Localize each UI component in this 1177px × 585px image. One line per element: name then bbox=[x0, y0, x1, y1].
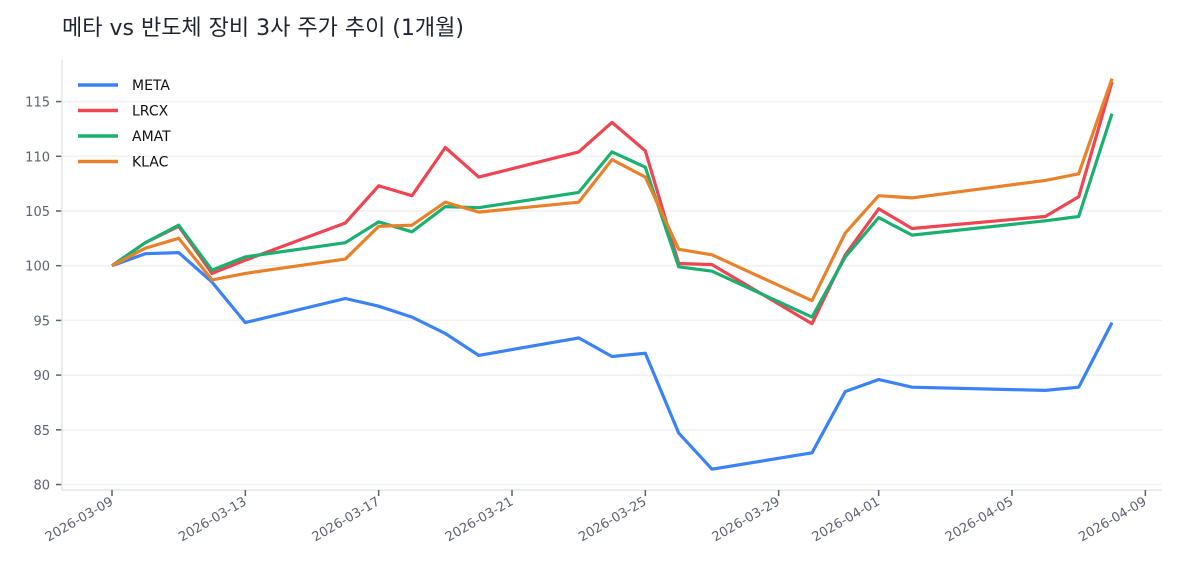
x-tick-label: 2026-04-01 bbox=[810, 494, 883, 545]
legend-label-amat: AMAT bbox=[132, 129, 171, 145]
chart-title: 메타 vs 반도체 장비 3사 주가 추이 (1개월) bbox=[62, 16, 464, 41]
y-tick-label: 95 bbox=[33, 314, 50, 329]
series-line-klac bbox=[111, 78, 1114, 303]
x-tick-label: 2026-03-13 bbox=[176, 494, 249, 545]
x-tick-label: 2026-04-05 bbox=[943, 494, 1016, 545]
y-tick-label: 85 bbox=[33, 424, 50, 439]
x-tick-label: 2026-03-09 bbox=[43, 494, 116, 545]
series-line-amat bbox=[111, 113, 1114, 319]
x-tick-label: 2026-03-29 bbox=[710, 494, 783, 545]
legend-label-lrcx: LRCX bbox=[132, 104, 169, 120]
y-tick-label: 100 bbox=[25, 260, 50, 275]
x-tick-label: 2026-03-21 bbox=[443, 494, 516, 545]
series-line-lrcx bbox=[111, 81, 1114, 326]
legend-label-meta: META bbox=[132, 78, 170, 94]
x-tick-label: 2026-04-09 bbox=[1076, 494, 1149, 545]
y-tick-label: 110 bbox=[25, 150, 50, 165]
y-tick-label: 90 bbox=[33, 369, 50, 384]
y-tick-label: 115 bbox=[25, 96, 50, 111]
x-tick-label: 2026-03-25 bbox=[576, 494, 649, 545]
legend-label-klac: KLAC bbox=[132, 155, 169, 171]
series-line-meta bbox=[111, 251, 1114, 471]
x-tick-label: 2026-03-17 bbox=[310, 494, 383, 545]
y-tick-label: 80 bbox=[33, 479, 50, 494]
y-tick-label: 105 bbox=[25, 205, 50, 220]
